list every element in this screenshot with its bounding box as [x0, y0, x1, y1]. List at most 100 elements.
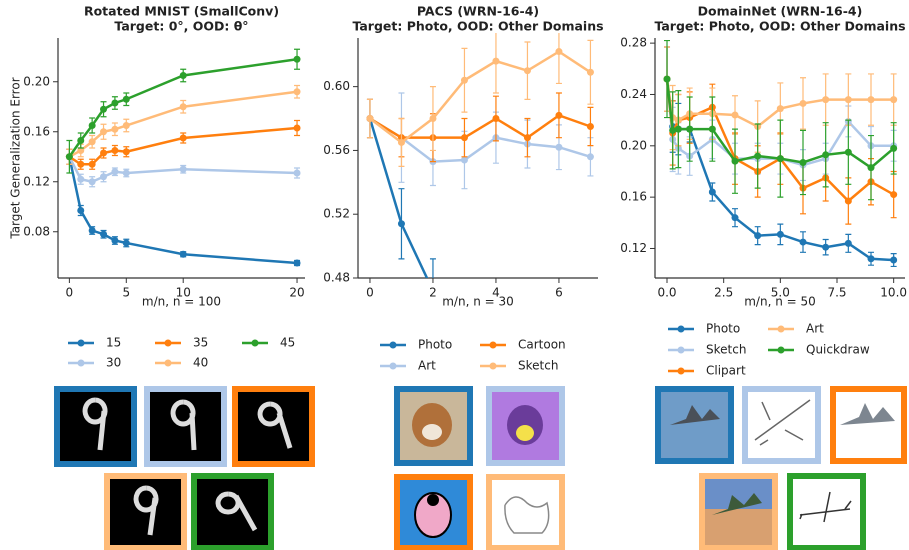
legend-marker	[77, 339, 85, 347]
legend-marker	[164, 339, 172, 347]
legend-label: Cartoon	[518, 338, 566, 352]
data-point	[844, 197, 852, 205]
data-point	[366, 115, 374, 123]
legend-label: Photo	[706, 322, 740, 336]
legend-label: 40	[193, 356, 208, 370]
data-point	[88, 122, 96, 129]
legend-marker	[389, 341, 397, 349]
data-point	[731, 111, 739, 119]
legend-marker	[489, 362, 497, 370]
plot-area	[366, 33, 594, 278]
x-axis-label: m/n, n = 50	[744, 295, 816, 309]
y-tick-label: 0.20	[620, 138, 647, 152]
y-tick-label: 0.24	[620, 87, 647, 101]
legend-marker	[677, 367, 685, 375]
data-point	[686, 125, 694, 133]
x-tick-label: 10.0	[880, 286, 907, 300]
data-point	[122, 148, 130, 156]
legend-marker	[777, 325, 785, 333]
data-point	[555, 48, 563, 56]
data-point	[77, 207, 85, 214]
y-tick-label: 0.12	[620, 241, 647, 255]
data-point	[586, 123, 594, 131]
legend-label: 15	[106, 336, 121, 350]
chart-subtitle: Target: 0°, OOD: θ°	[114, 19, 248, 34]
data-point	[674, 125, 682, 133]
y-tick-label: 0.48	[323, 271, 350, 285]
x-tick-label: 6	[555, 286, 563, 300]
data-point	[179, 103, 187, 111]
legend-label: Sketch	[706, 343, 746, 357]
legend-marker	[677, 346, 685, 354]
data-point	[88, 138, 96, 146]
data-point	[867, 255, 875, 263]
y-tick-label: 0.28	[620, 36, 647, 50]
legend-label: 30	[106, 356, 121, 370]
data-point	[77, 160, 85, 168]
data-point	[844, 148, 852, 156]
legend-marker	[777, 346, 785, 354]
legend-marker	[389, 362, 397, 370]
y-tick-label: 0.60	[323, 79, 350, 93]
data-point	[708, 188, 716, 196]
data-point	[555, 111, 563, 119]
error-bar	[429, 258, 436, 278]
y-tick-label: 0.56	[323, 143, 350, 157]
data-point	[492, 57, 500, 65]
x-tick-label: 10	[176, 286, 191, 300]
legend-label: Sketch	[518, 359, 558, 373]
legend-marker	[164, 359, 172, 367]
data-point	[293, 88, 301, 96]
data-point	[429, 115, 437, 123]
data-point	[890, 144, 898, 152]
legend-marker	[77, 359, 85, 367]
chart-subtitle: Target: Photo, OOD: Other Domains	[654, 19, 905, 34]
data-point	[100, 230, 108, 238]
data-point	[523, 134, 531, 142]
data-point	[822, 96, 830, 104]
data-point	[77, 137, 85, 144]
data-point	[293, 259, 301, 267]
data-point	[776, 230, 784, 238]
data-point	[77, 147, 85, 154]
chart-title: PACS (WRN-16-4)	[417, 4, 539, 19]
data-point	[867, 164, 875, 172]
thumbnails-pacs	[394, 386, 565, 550]
data-point	[100, 105, 108, 113]
legend-label: Clipart	[706, 364, 746, 378]
data-point	[111, 147, 119, 154]
legend-label: 45	[280, 336, 295, 350]
data-point	[555, 143, 563, 151]
legend-label: Art	[806, 322, 824, 336]
data-point	[754, 152, 762, 160]
data-point	[822, 243, 830, 251]
data-point	[754, 232, 762, 240]
data-point	[822, 151, 830, 159]
data-point	[460, 156, 468, 164]
series-line	[68, 156, 298, 265]
data-point	[179, 165, 187, 173]
x-tick-label: 7.5	[827, 286, 846, 300]
data-point	[122, 122, 130, 129]
data-point	[179, 72, 187, 79]
data-point	[867, 96, 875, 104]
data-point	[776, 155, 784, 163]
data-point	[799, 99, 807, 107]
data-point	[890, 256, 898, 264]
data-point	[890, 191, 898, 199]
y-axis-label: Target Generalization Error	[9, 77, 23, 239]
data-point	[179, 134, 187, 142]
chart-title: DomainNet (WRN-16-4)	[698, 4, 863, 19]
data-point	[663, 75, 671, 83]
data-point	[293, 55, 301, 63]
data-point	[88, 227, 96, 234]
chart-subtitle: Target: Photo, OOD: Other Domains	[352, 19, 603, 34]
data-point	[88, 160, 96, 168]
data-point	[65, 153, 73, 161]
data-point	[586, 153, 594, 161]
data-point	[77, 175, 85, 183]
data-point	[523, 67, 531, 75]
data-point	[293, 124, 301, 132]
data-point	[799, 158, 807, 166]
chart-title: Rotated MNIST (SmallConv)	[84, 4, 279, 19]
